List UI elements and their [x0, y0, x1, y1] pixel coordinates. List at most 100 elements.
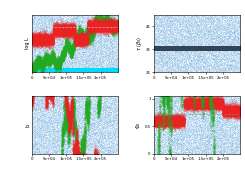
- Point: [97, 20, 100, 23]
- Point: [43, 97, 47, 100]
- Point: [55, 149, 59, 152]
- Point: [164, 144, 168, 147]
- Point: [168, 122, 172, 125]
- Point: [177, 15, 181, 18]
- Point: [61, 111, 64, 114]
- Point: [74, 58, 78, 61]
- Point: [231, 152, 235, 154]
- Point: [39, 58, 43, 61]
- Point: [95, 107, 99, 110]
- Point: [85, 60, 88, 63]
- Point: [72, 53, 76, 56]
- Point: [68, 97, 72, 100]
- Point: [200, 99, 204, 102]
- Point: [201, 66, 205, 69]
- Point: [221, 114, 225, 117]
- Point: [220, 50, 224, 53]
- Point: [199, 129, 203, 132]
- Point: [108, 66, 112, 68]
- Point: [94, 150, 98, 153]
- Point: [34, 42, 38, 45]
- Point: [164, 54, 168, 57]
- Point: [63, 142, 67, 145]
- Point: [214, 51, 218, 54]
- Point: [164, 100, 168, 103]
- Point: [41, 50, 45, 53]
- Point: [200, 70, 204, 72]
- Point: [90, 18, 94, 21]
- Point: [83, 32, 87, 35]
- Point: [181, 24, 185, 27]
- Point: [83, 33, 87, 36]
- Point: [159, 142, 163, 145]
- Point: [213, 129, 217, 132]
- Point: [211, 14, 215, 17]
- Point: [61, 126, 65, 129]
- Point: [53, 64, 57, 67]
- Point: [195, 58, 199, 61]
- Point: [233, 133, 237, 136]
- Point: [189, 14, 193, 17]
- Point: [225, 60, 229, 63]
- Point: [100, 125, 104, 128]
- Point: [187, 20, 191, 23]
- Point: [88, 130, 92, 133]
- Point: [188, 60, 192, 63]
- Point: [194, 126, 198, 129]
- Point: [66, 102, 70, 105]
- Point: [232, 70, 236, 73]
- Point: [68, 31, 72, 34]
- Point: [187, 36, 191, 39]
- Point: [222, 122, 226, 125]
- Point: [74, 57, 78, 60]
- Point: [189, 47, 193, 50]
- Point: [51, 66, 55, 69]
- Point: [221, 42, 225, 45]
- Point: [102, 142, 106, 145]
- Point: [113, 136, 117, 139]
- Point: [68, 34, 72, 37]
- Point: [204, 25, 208, 28]
- Point: [72, 65, 75, 68]
- Point: [93, 48, 97, 51]
- Point: [164, 64, 168, 67]
- Point: [33, 148, 37, 151]
- Point: [98, 48, 102, 51]
- Point: [158, 16, 162, 19]
- Point: [114, 45, 118, 48]
- Point: [62, 137, 66, 140]
- Point: [233, 110, 237, 113]
- Point: [39, 117, 43, 120]
- Point: [229, 40, 233, 43]
- Point: [63, 44, 67, 47]
- Point: [95, 35, 98, 38]
- Point: [59, 145, 63, 148]
- Point: [177, 97, 181, 100]
- Point: [207, 46, 210, 49]
- Point: [222, 67, 226, 70]
- Point: [158, 31, 162, 34]
- Point: [179, 136, 183, 139]
- Point: [197, 106, 201, 109]
- Point: [90, 58, 94, 61]
- Point: [34, 58, 38, 61]
- Point: [102, 30, 106, 33]
- Point: [171, 143, 175, 145]
- Point: [195, 136, 199, 139]
- Point: [237, 29, 241, 32]
- Point: [92, 141, 96, 144]
- Point: [204, 117, 208, 120]
- Point: [195, 22, 199, 25]
- Point: [158, 53, 162, 56]
- Point: [115, 134, 119, 137]
- Point: [67, 67, 71, 70]
- Point: [100, 141, 104, 144]
- Point: [65, 41, 69, 44]
- Point: [169, 57, 173, 59]
- Point: [219, 33, 223, 36]
- Point: [112, 13, 116, 16]
- Point: [78, 38, 82, 41]
- Point: [108, 101, 112, 104]
- Point: [153, 99, 157, 102]
- Point: [55, 62, 59, 65]
